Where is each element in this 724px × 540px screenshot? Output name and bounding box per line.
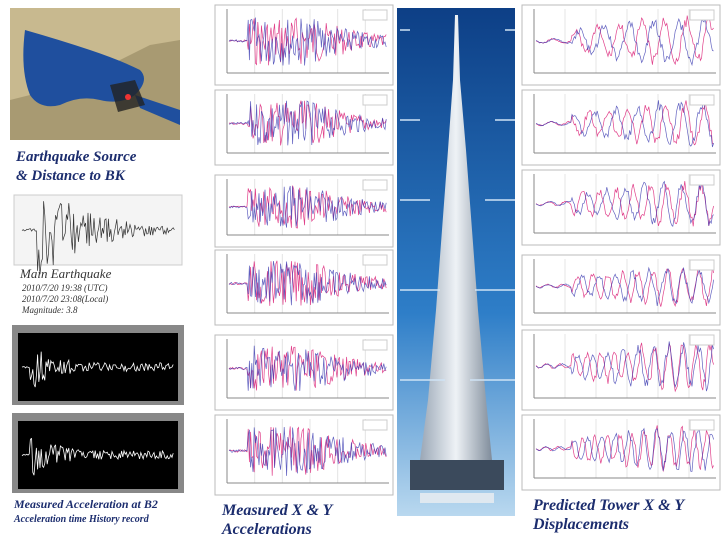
legend-box (363, 180, 387, 190)
eq-title: Main Earthquake (19, 266, 112, 281)
map (10, 8, 180, 140)
eq-line: 2010/7/20 19:38 (UTC) (22, 283, 108, 293)
caption: & Distance to BK (16, 168, 126, 184)
legend-box (690, 95, 714, 105)
eq-line: Magnitude: 3.8 (21, 305, 78, 315)
figure: Earthquake Source & Distance to BK Main … (0, 0, 724, 540)
tower-image (397, 8, 515, 516)
legend-box (363, 255, 387, 265)
caption: Predicted Tower X & Y (532, 497, 685, 514)
caption-sub: Acceleration time History record (13, 514, 150, 525)
caption: Displacements (532, 516, 629, 533)
legend-box (363, 420, 387, 430)
legend-box (690, 175, 714, 185)
legend-box (363, 340, 387, 350)
caption: Earthquake Source (15, 149, 137, 165)
eq-line: 2010/7/20 23:08(Local) (22, 294, 108, 304)
legend-box (363, 95, 387, 105)
legend-box (363, 10, 387, 20)
caption: Accelerations (221, 521, 312, 538)
legend-box (690, 260, 714, 270)
caption: Measured X & Y (221, 502, 334, 519)
legend-box (690, 10, 714, 20)
caption: Measured Acceleration at B2 (13, 497, 158, 511)
legend-box (690, 420, 714, 430)
legend-box (690, 335, 714, 345)
